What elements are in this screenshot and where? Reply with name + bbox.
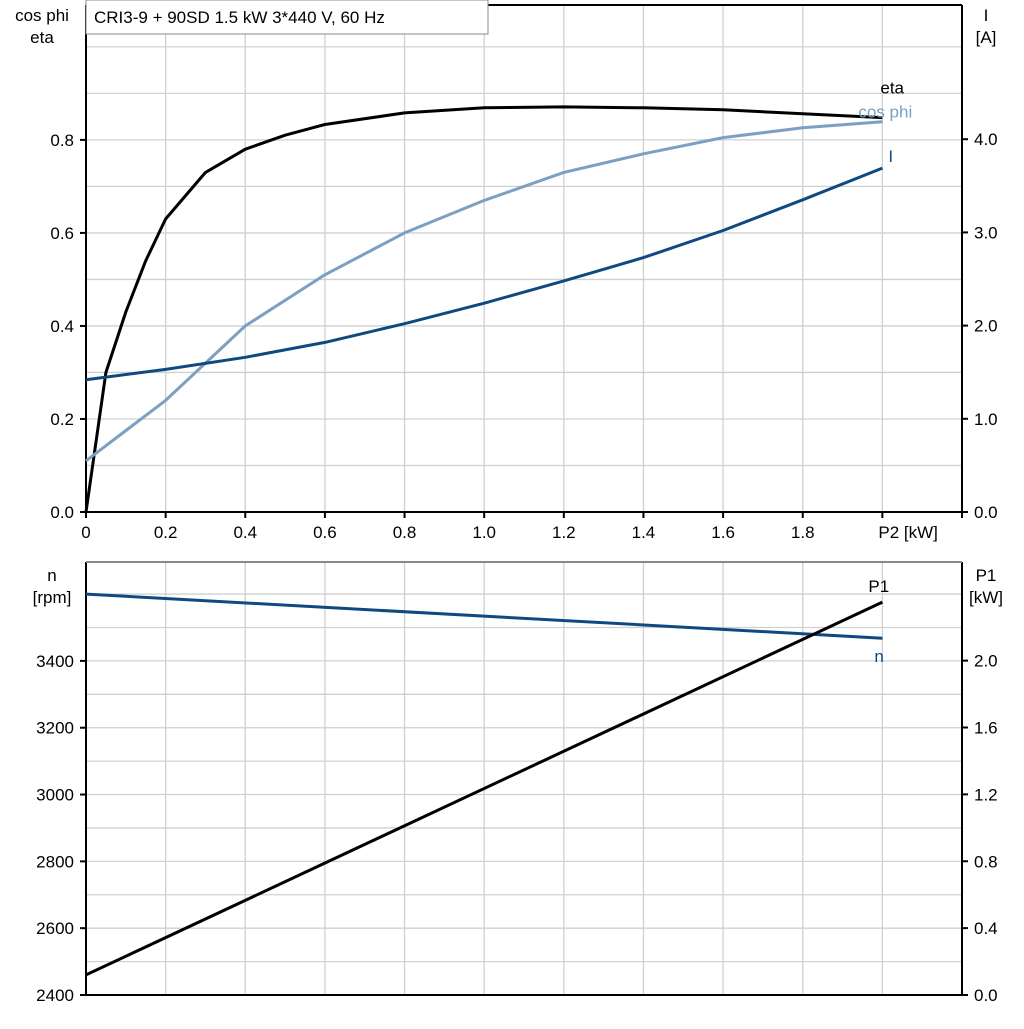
series-label-eta: eta — [880, 79, 904, 98]
y-tick-label-left: 2400 — [36, 986, 74, 1005]
y-tick-label-right: 0.8 — [974, 852, 998, 871]
x-tick-label: 1.8 — [791, 523, 815, 542]
y-tick-label-left: 0.6 — [50, 224, 74, 243]
y-tick-label-right: 0.0 — [974, 503, 998, 522]
y-tick-label-left: 2800 — [36, 852, 74, 871]
chart-title: CRI3-9 + 90SD 1.5 kW 3*440 V, 60 Hz — [94, 8, 385, 27]
y-tick-label-left: 0.8 — [50, 131, 74, 150]
y-tick-label-right: 2.0 — [974, 317, 998, 336]
y-tick-label-left: 0.0 — [50, 503, 74, 522]
x-axis-label: P2 [kW] — [878, 523, 938, 542]
series-line-cos-phi — [85, 120, 883, 462]
x-tick-label: 1.4 — [632, 523, 656, 542]
y-tick-label-left: 2600 — [36, 919, 74, 938]
y-axis-label-right: I — [984, 6, 989, 25]
y-tick-label-left: 3400 — [36, 652, 74, 671]
y-axis-label-left: [rpm] — [33, 588, 72, 607]
y-tick-label-right: 0.0 — [974, 986, 998, 1005]
x-tick-label: 1.0 — [472, 523, 496, 542]
series-line-eta — [84, 105, 883, 513]
x-tick-label: 0.6 — [313, 523, 337, 542]
series-line-I — [85, 166, 883, 382]
y-tick-label-right: 1.0 — [974, 410, 998, 429]
y-tick-label-left: 3000 — [36, 786, 74, 805]
y-tick-label-right: 1.6 — [974, 719, 998, 738]
plot-area — [86, 5, 962, 512]
y-axis-label-right: [A] — [976, 28, 997, 47]
series-line-n — [85, 592, 883, 640]
y-tick-label-right: 0.4 — [974, 919, 998, 938]
x-tick-label: 0.8 — [393, 523, 417, 542]
y-tick-label-left: 3200 — [36, 719, 74, 738]
y-tick-label-right: 3.0 — [974, 223, 998, 242]
x-tick-label: 0 — [81, 523, 90, 542]
x-tick-label: 0.2 — [154, 523, 178, 542]
series-label-I: I — [888, 147, 893, 166]
x-tick-label: 1.2 — [552, 523, 576, 542]
y-axis-label-left: n — [47, 566, 56, 585]
series-label-P1: P1 — [868, 577, 889, 596]
y-axis-label-left: cos phi — [15, 6, 69, 25]
series-label-cos-phi: cos phi — [858, 103, 912, 122]
y-tick-label-right: 2.0 — [974, 652, 998, 671]
series-line-P1 — [85, 600, 884, 977]
series-label-n: n — [874, 647, 883, 666]
y-axis-label-right: [kW] — [969, 588, 1003, 607]
y-tick-label-right: 4.0 — [974, 130, 998, 149]
y-tick-label-right: 1.2 — [974, 785, 998, 804]
y-axis-label-left: eta — [30, 28, 54, 47]
title-box — [85, 0, 489, 35]
y-axis-label-right: P1 — [976, 566, 997, 585]
x-tick-label: 1.6 — [711, 523, 735, 542]
y-tick-label-left: 0.2 — [50, 410, 74, 429]
x-tick-label: 0.4 — [233, 523, 257, 542]
y-tick-label-left: 0.4 — [50, 317, 74, 336]
